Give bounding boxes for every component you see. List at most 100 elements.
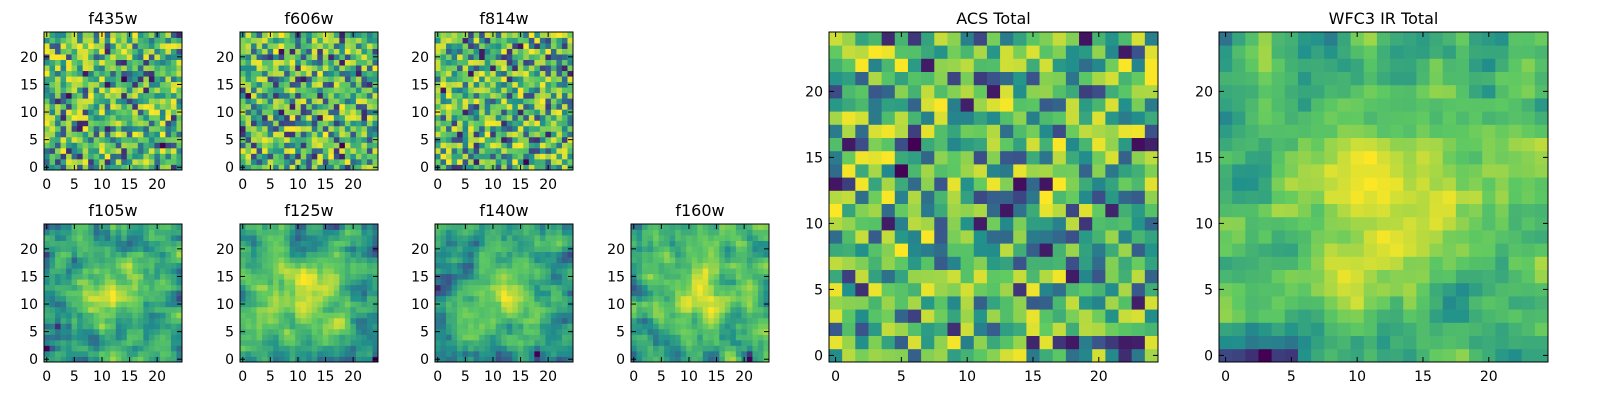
heatmap-cell	[1105, 216, 1119, 231]
heatmap-cell	[350, 339, 357, 346]
heatmap-cell	[881, 203, 896, 218]
heatmap-cell	[328, 92, 335, 99]
heatmap-cell	[435, 240, 441, 247]
heatmap-cell	[126, 317, 133, 324]
heatmap-cell	[719, 251, 726, 258]
heatmap-cell	[647, 356, 654, 363]
heatmap-cell	[306, 114, 313, 121]
heatmap-cell	[273, 295, 280, 302]
heatmap-cell	[658, 279, 665, 286]
heatmap-cell	[49, 323, 56, 330]
heatmap-cell	[278, 356, 285, 363]
x-tick-label: 15	[121, 177, 139, 193]
heatmap-cell	[545, 339, 552, 346]
heatmap-cell	[143, 334, 150, 341]
heatmap-cell	[435, 48, 441, 55]
heatmap-cell	[446, 125, 452, 132]
heatmap-cell	[88, 323, 95, 330]
heatmap-cell	[148, 284, 155, 291]
heatmap-cell	[137, 98, 144, 105]
heatmap-cell	[82, 59, 89, 66]
heatmap-cell	[350, 301, 357, 308]
heatmap-cell	[675, 268, 682, 275]
heatmap-cell	[104, 114, 111, 121]
heatmap-cell	[506, 142, 513, 149]
heatmap-cell	[539, 147, 546, 154]
heatmap-cell	[451, 131, 458, 138]
heatmap-cell	[479, 323, 486, 330]
heatmap-cell	[686, 345, 693, 352]
heatmap-cell	[501, 32, 508, 38]
heatmap-cell	[435, 317, 441, 324]
heatmap-cell	[462, 103, 469, 110]
heatmap-cell	[361, 153, 368, 160]
heatmap-cell	[501, 81, 508, 88]
heatmap-cell	[501, 301, 508, 308]
heatmap-cell	[137, 229, 144, 236]
heatmap-cell	[451, 164, 458, 171]
heatmap-cell	[273, 306, 280, 313]
heatmap-cell	[66, 229, 72, 236]
heatmap-cell	[440, 164, 447, 171]
heatmap-cell	[457, 257, 463, 264]
heatmap-cell	[137, 284, 144, 291]
heatmap-cell	[284, 301, 291, 308]
heatmap-cell	[339, 70, 346, 77]
heatmap-cell	[132, 147, 139, 154]
heatmap-cell	[457, 356, 463, 363]
heatmap-cell	[60, 334, 67, 341]
heatmap-cell	[71, 153, 78, 160]
heatmap-cell	[273, 131, 280, 138]
heatmap-cell	[440, 279, 447, 286]
heatmap-cell	[1065, 309, 1080, 323]
heatmap-cell	[99, 312, 106, 319]
heatmap-cell	[159, 103, 166, 110]
heatmap-cell	[137, 268, 144, 275]
heatmap-cell	[143, 98, 150, 105]
heatmap-cell	[642, 339, 648, 346]
heatmap-cell	[300, 246, 307, 252]
heatmap-cell	[490, 345, 497, 352]
heatmap-cell	[284, 224, 291, 230]
heatmap-cell	[143, 125, 150, 132]
heatmap-cell	[240, 114, 246, 121]
heatmap-cell	[306, 224, 313, 230]
heatmap-cell	[49, 87, 56, 94]
heatmap-cell	[295, 306, 302, 313]
heatmap-cell	[350, 240, 357, 247]
heatmap-cell	[344, 301, 351, 308]
heatmap-cell	[366, 290, 373, 297]
heatmap-cell	[675, 246, 682, 252]
heatmap-cell	[154, 268, 161, 275]
heatmap-cell	[735, 224, 742, 230]
heatmap-cell	[71, 229, 78, 236]
heatmap-cell	[653, 323, 659, 330]
heatmap-cell	[251, 262, 257, 269]
heatmap-cell	[333, 37, 340, 44]
heatmap-cell	[1131, 296, 1146, 310]
heatmap-cell	[88, 76, 95, 83]
heatmap-cell	[653, 295, 659, 302]
heatmap-cell	[295, 262, 302, 269]
heatmap-cell	[361, 246, 368, 252]
heatmap-cell	[669, 251, 676, 258]
heatmap-cell	[322, 48, 329, 55]
heatmap-cell	[986, 190, 1001, 204]
heatmap-cell	[88, 268, 95, 275]
heatmap-cell	[741, 334, 748, 341]
heatmap-cell	[473, 98, 480, 105]
heatmap-cell	[88, 295, 95, 302]
heatmap-cell	[446, 235, 452, 241]
heatmap-cell	[517, 339, 524, 346]
heatmap-cell	[251, 279, 257, 286]
heatmap-cell	[278, 262, 285, 269]
heatmap-cell	[154, 92, 161, 99]
heatmap-cell	[300, 153, 307, 160]
heatmap-cell	[934, 256, 948, 270]
heatmap-cell	[451, 59, 458, 66]
heatmap-cell	[528, 109, 535, 116]
heatmap-cell	[506, 262, 513, 269]
heatmap-cell	[245, 76, 252, 83]
heatmap-cell	[306, 279, 313, 286]
heatmap-cell	[539, 240, 546, 247]
